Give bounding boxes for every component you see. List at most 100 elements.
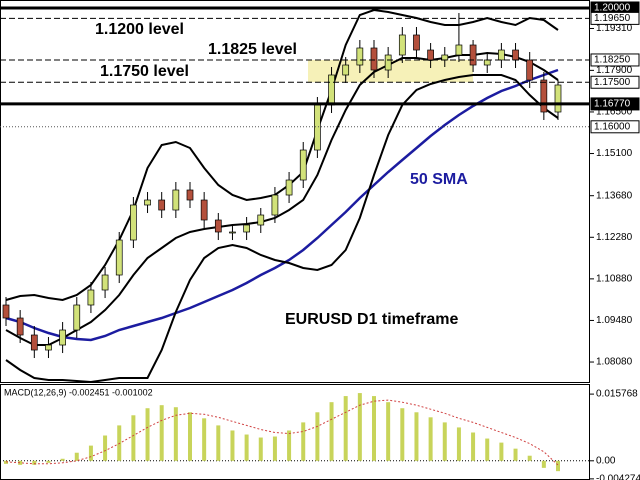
macd-bar <box>315 412 320 461</box>
macd-bar <box>301 422 306 461</box>
candle-body <box>398 34 406 56</box>
macd-bar <box>471 432 476 461</box>
signal-line <box>5 399 559 466</box>
band-line <box>5 8 559 302</box>
macd-bar <box>4 460 8 464</box>
macd-bar <box>372 396 376 461</box>
candle-body <box>540 79 548 113</box>
candle-body <box>101 274 109 291</box>
price-pane <box>2 8 562 383</box>
candle-body <box>356 47 364 66</box>
macd-bar <box>386 402 391 461</box>
macd-bar <box>60 458 65 461</box>
candle-body <box>214 219 222 233</box>
y-tick-label: 1.16500 <box>596 107 633 118</box>
macd-pane <box>0 393 590 472</box>
macd-bar <box>74 452 79 461</box>
macd-bar <box>32 460 37 465</box>
candle-body <box>186 189 194 201</box>
level-label-box <box>590 11 640 25</box>
y-tick-label: 1.08080 <box>596 357 633 368</box>
candle-body <box>427 49 434 61</box>
macd-bar <box>541 460 546 468</box>
candle-body <box>512 49 519 61</box>
macd-bar <box>103 435 108 461</box>
candle-body <box>455 44 463 56</box>
candle-body <box>30 334 38 351</box>
y-tick-label: -0.004274 <box>596 474 640 480</box>
price-frame <box>0 0 590 383</box>
macd-bar <box>485 438 490 461</box>
annotation: 1.1825 level <box>208 41 297 58</box>
macd-bar <box>287 430 292 461</box>
y-tick-label: 1.17900 <box>596 65 633 76</box>
macd-bar <box>131 415 136 461</box>
macd-bar <box>202 418 207 461</box>
level-label: 1.18250 <box>594 55 631 66</box>
annotation: 1.1750 level <box>100 63 189 80</box>
level-label: 1.16000 <box>594 121 631 132</box>
band-line <box>5 51 559 346</box>
macd-title: MACD(12,26,9) -0.002451 -0.001002 <box>4 387 153 397</box>
overlay-label: 50 SMA <box>410 171 468 188</box>
candle-body <box>200 199 208 221</box>
macd-bar <box>329 402 334 461</box>
macd-bar <box>46 460 51 463</box>
candle-body <box>285 179 293 196</box>
y-tick-label: 0.015768 <box>596 389 638 400</box>
candle-body <box>441 54 449 61</box>
macd-bar <box>357 393 362 461</box>
level-label-box <box>590 75 640 89</box>
candle-body <box>59 329 66 346</box>
macd-bar <box>258 437 263 461</box>
candle-body <box>328 74 335 106</box>
macd-bar <box>527 455 532 461</box>
candle-body <box>130 204 137 241</box>
candle-body <box>498 49 505 61</box>
macd-bar <box>400 408 405 461</box>
macd-bar <box>513 448 518 461</box>
macd-frame <box>0 384 590 480</box>
macd-bar <box>230 430 235 461</box>
candle-body <box>73 304 81 331</box>
candle-body <box>384 54 392 71</box>
macd-bar <box>145 408 150 461</box>
candle-body <box>45 344 52 351</box>
y-tick-label: 1.15100 <box>596 148 633 159</box>
band-line <box>5 74 559 383</box>
level-label: 1.19650 <box>594 13 631 24</box>
candle-body <box>158 199 166 211</box>
candle-body <box>370 47 378 71</box>
y-tick-label: 1.13680 <box>596 190 633 201</box>
macd-bar <box>18 460 23 465</box>
candle-body <box>483 59 491 66</box>
candle-body <box>172 189 180 211</box>
zone <box>308 59 473 83</box>
annotation: 1.1200 level <box>95 21 184 38</box>
macd-bar <box>499 442 504 461</box>
candle-body <box>469 44 477 66</box>
candle-body <box>526 59 534 81</box>
sma-line <box>5 68 559 342</box>
candle-body <box>2 304 10 319</box>
candle-body <box>271 194 279 216</box>
candle-body <box>115 239 123 276</box>
y-tick-label: 1.10880 <box>596 274 633 285</box>
y-tick-label: 1.12280 <box>596 232 633 243</box>
candle-body <box>243 224 250 233</box>
level-label: 1.20000 <box>594 3 631 14</box>
macd-bar <box>272 436 277 461</box>
macd-bar <box>88 445 93 461</box>
macd-bar <box>159 405 164 461</box>
candle-body <box>299 149 307 181</box>
candle-body <box>144 199 151 206</box>
level-label-box <box>590 97 640 111</box>
candle-body <box>342 64 350 76</box>
candle-body <box>16 317 24 336</box>
annotation: EURUSD D1 timeframe <box>285 311 458 328</box>
macd-bar <box>343 396 348 461</box>
macd-bar <box>414 412 419 461</box>
macd-bar <box>428 417 433 461</box>
candle-body <box>314 104 321 151</box>
